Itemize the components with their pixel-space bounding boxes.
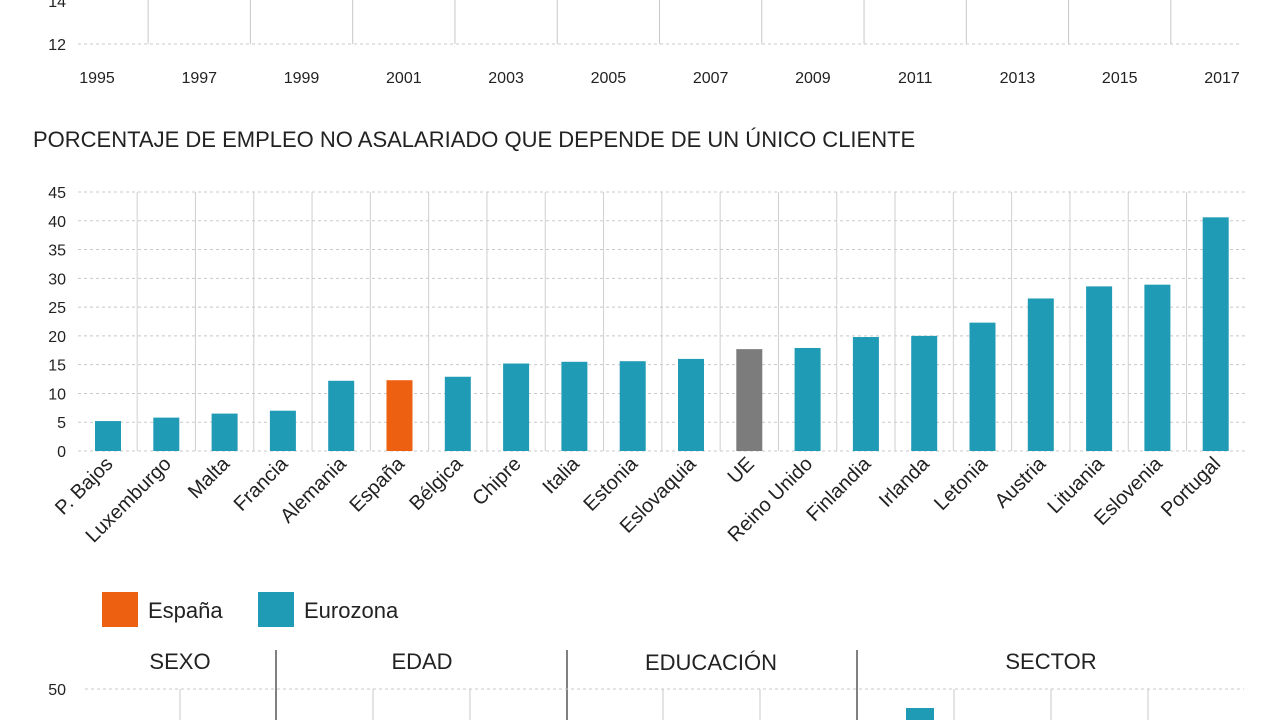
y-tick-label: 0 <box>57 444 66 461</box>
panel-header-edad: EDAD <box>391 649 452 674</box>
panel-header-sector: SECTOR <box>1005 649 1096 674</box>
y-tick-label: 35 <box>48 243 66 260</box>
category-label-finlandia: Finlandia <box>802 452 876 526</box>
y-tick-label: 45 <box>48 185 66 202</box>
bar-portugal <box>1202 217 1229 451</box>
category-label-letonia: Letonia <box>930 452 993 515</box>
top-year-label: 1999 <box>284 70 320 87</box>
legend-swatch-eurozona <box>258 592 294 627</box>
category-label-belgica: Bélgica <box>405 452 468 515</box>
top-year-label: 2011 <box>898 70 933 87</box>
legend-label-eurozona: Eurozona <box>304 598 399 623</box>
top-year-label: 2013 <box>1000 70 1036 87</box>
bar-alemania <box>328 380 355 451</box>
top-strip-chart: 14 12 1995 1997 1999 2001 2003 2005 2007 2009 20… <box>48 0 1242 87</box>
top-year-label: 2003 <box>488 70 524 87</box>
legend-swatch-espana <box>102 592 138 627</box>
bar-p-bajos <box>95 421 121 451</box>
y-tick-label: 5 <box>57 415 66 432</box>
top-year-label: 1997 <box>181 70 217 87</box>
top-year-label: 2007 <box>693 70 729 87</box>
panel-y-tick-50: 50 <box>48 682 66 699</box>
category-label-irlanda: Irlanda <box>875 452 934 511</box>
bottom-panel: SEXO EDAD EDUCACIÓN SECTOR 50 <box>48 649 1244 720</box>
top-year-label: 1995 <box>79 70 115 87</box>
category-label-austria: Austria <box>991 452 1051 512</box>
top-year-label: 2015 <box>1102 70 1138 87</box>
y-tick-label: 20 <box>48 329 66 346</box>
bar-lituania <box>1086 286 1113 451</box>
bar-austria <box>1027 298 1054 451</box>
bar-finlandia <box>852 337 879 451</box>
category-label-chipre: Chipre <box>468 453 525 510</box>
top-year-label: 2009 <box>795 70 831 87</box>
bar-belgica <box>444 376 471 451</box>
bar-italia <box>561 361 588 451</box>
bar-chipre <box>503 363 530 451</box>
top-y-tick-12: 12 <box>48 37 66 54</box>
bar-eslovaquia <box>678 358 704 451</box>
category-label-italia: Italia <box>539 452 585 498</box>
top-year-label: 2005 <box>591 70 627 87</box>
bar-estonia <box>619 361 646 451</box>
panel-header-educacion: EDUCACIÓN <box>645 650 777 675</box>
y-tick-label: 10 <box>48 386 66 403</box>
panel-header-sexo: SEXO <box>149 649 210 674</box>
bar-irlanda <box>911 335 938 451</box>
top-year-label: 2017 <box>1204 70 1240 87</box>
bar-espana <box>386 380 413 451</box>
panel-bar-partial <box>906 708 934 720</box>
y-tick-label: 15 <box>48 358 66 375</box>
category-label-espana: España <box>346 452 410 516</box>
bar-malta <box>211 413 238 451</box>
bar-reino-unido <box>794 347 821 451</box>
bar-eslovenia <box>1144 284 1171 451</box>
category-label-ue: UE <box>724 453 759 488</box>
top-year-label: 2001 <box>386 70 422 87</box>
y-tick-label: 40 <box>48 214 66 231</box>
category-label-portugal: Portugal <box>1157 453 1225 521</box>
y-tick-label: 30 <box>48 271 66 288</box>
chart-title: PORCENTAJE DE EMPLEO NO ASALARIADO QUE D… <box>33 127 915 152</box>
bar-letonia <box>969 322 996 451</box>
top-y-tick-14: 14 <box>48 0 66 11</box>
legend-label-espana: España <box>148 598 223 623</box>
panel-vlines <box>179 689 1149 720</box>
category-label-malta: Malta <box>184 452 235 503</box>
y-tick-label: 25 <box>48 300 66 317</box>
bar-ue <box>736 349 763 451</box>
legend: España Eurozona <box>102 592 399 627</box>
bar-francia <box>269 410 296 451</box>
bar-luxemburgo <box>153 417 180 451</box>
